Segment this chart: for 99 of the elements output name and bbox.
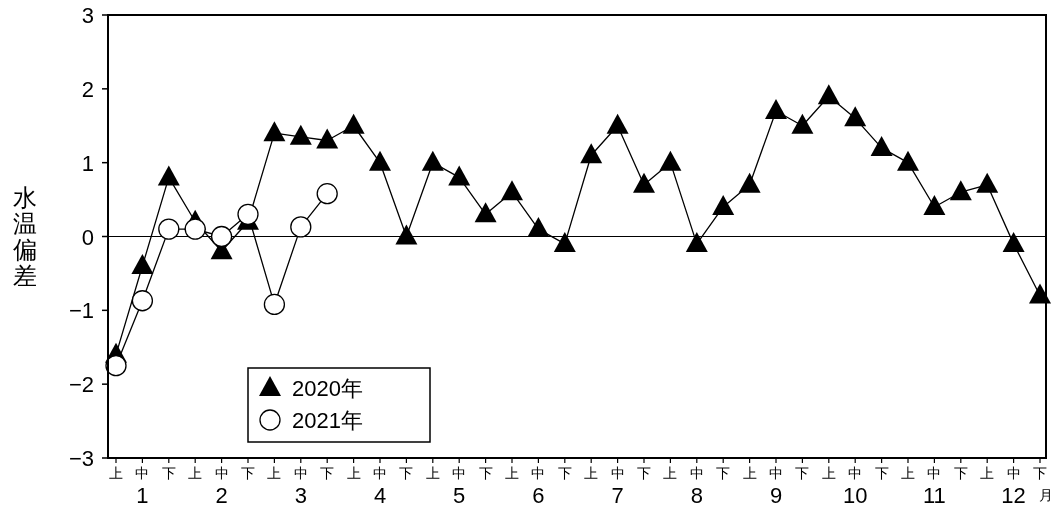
y-tick-label: 3 (81, 3, 94, 28)
point (580, 143, 603, 164)
x-tick-label: 下 (241, 465, 255, 481)
x-tick-label: 中 (531, 465, 546, 481)
x-tick-label: 上 (901, 465, 915, 481)
text: 月 (1039, 487, 1053, 503)
point (131, 290, 154, 312)
point (791, 113, 814, 134)
legend-label: 2020年 (292, 376, 363, 401)
x-tick-label: 中 (214, 465, 229, 481)
point (1002, 231, 1025, 252)
point (316, 128, 339, 149)
point (501, 180, 523, 201)
y-tick-label: 1 (81, 150, 94, 176)
x-tick-label: 中 (848, 465, 863, 481)
x-tick-label: 下 (637, 465, 651, 481)
x-tick-label: 下 (795, 465, 810, 481)
x-tick-label: 中 (610, 465, 625, 481)
point (870, 135, 893, 156)
x-tick-label: 上 (821, 465, 836, 481)
point (897, 150, 919, 171)
y-tick-label: −1 (68, 298, 94, 324)
point (474, 202, 497, 223)
text: 4 (373, 483, 387, 508)
x-tick-label: 中 (293, 465, 308, 481)
x-tick-label: 中 (373, 465, 387, 481)
text: 2 (215, 483, 228, 508)
y-tick-label: −2 (68, 372, 94, 398)
point (1029, 283, 1051, 304)
point (158, 218, 180, 240)
text: 10 (842, 483, 868, 508)
y-tick-label: 2 (81, 76, 94, 102)
point (263, 293, 286, 316)
point (157, 165, 180, 186)
point (923, 194, 946, 215)
point (290, 216, 312, 238)
point (369, 150, 391, 171)
point (237, 203, 259, 225)
point (421, 150, 444, 171)
x-tick-label: 中 (452, 465, 467, 481)
point (210, 225, 233, 248)
point (448, 165, 471, 186)
legend-label: 2021年 (292, 408, 363, 433)
x-tick-label: 中 (135, 465, 150, 481)
text: 1 (136, 483, 149, 508)
point (342, 113, 365, 134)
x-tick-label: 上 (346, 465, 361, 481)
x-tick-label: 上 (267, 465, 282, 481)
point (184, 218, 206, 240)
x-tick-label: 上 (188, 465, 203, 481)
point (105, 355, 127, 377)
x-tick-label: 中 (927, 465, 942, 481)
x-tick-label: 上 (663, 465, 678, 481)
x-tick-label: 上 (505, 465, 519, 481)
point (976, 172, 999, 193)
x-tick-label: 上 (584, 465, 599, 481)
x-tick-label: 中 (689, 465, 704, 481)
x-tick-label: 上 (109, 465, 123, 481)
x-tick-label: 上 (742, 465, 757, 481)
point (633, 172, 655, 193)
point (949, 180, 972, 201)
y-tick-label: −3 (68, 446, 94, 471)
point (712, 194, 735, 215)
point (844, 106, 867, 127)
y-axis-title: 水温偏差 (13, 183, 37, 289)
x-tick-label: 下 (716, 465, 731, 481)
point (527, 217, 550, 238)
x-tick-label: 下 (320, 465, 335, 481)
text: 3 (294, 483, 307, 508)
text: 11 (922, 483, 946, 508)
x-tick-label: 下 (557, 465, 572, 481)
text: 8 (690, 483, 703, 508)
point (685, 231, 708, 252)
point (817, 84, 840, 105)
point (263, 121, 286, 142)
point (289, 124, 312, 145)
text: 7 (611, 483, 624, 508)
text: 6 (532, 483, 545, 508)
x-tick-label: 下 (953, 465, 968, 481)
point (765, 98, 787, 119)
point (395, 224, 418, 245)
x-tick-label: 下 (1033, 465, 1047, 481)
point (738, 172, 761, 193)
point (131, 254, 154, 275)
x-tick-label: 下 (161, 465, 176, 481)
x-tick-label: 下 (478, 465, 493, 481)
text: 9 (769, 483, 783, 508)
point (553, 231, 576, 252)
x-tick-label: 下 (399, 465, 414, 481)
x-tick-label: 下 (874, 465, 889, 481)
y-tick-label: 0 (81, 224, 94, 250)
text: 5 (453, 483, 466, 508)
x-tick-label: 上 (980, 465, 995, 481)
point (659, 150, 682, 171)
x-tick-label: 中 (769, 465, 783, 481)
x-tick-label: 中 (1006, 465, 1021, 481)
text: 12 (1001, 483, 1026, 508)
x-tick-label: 上 (425, 465, 440, 481)
point (606, 113, 629, 134)
